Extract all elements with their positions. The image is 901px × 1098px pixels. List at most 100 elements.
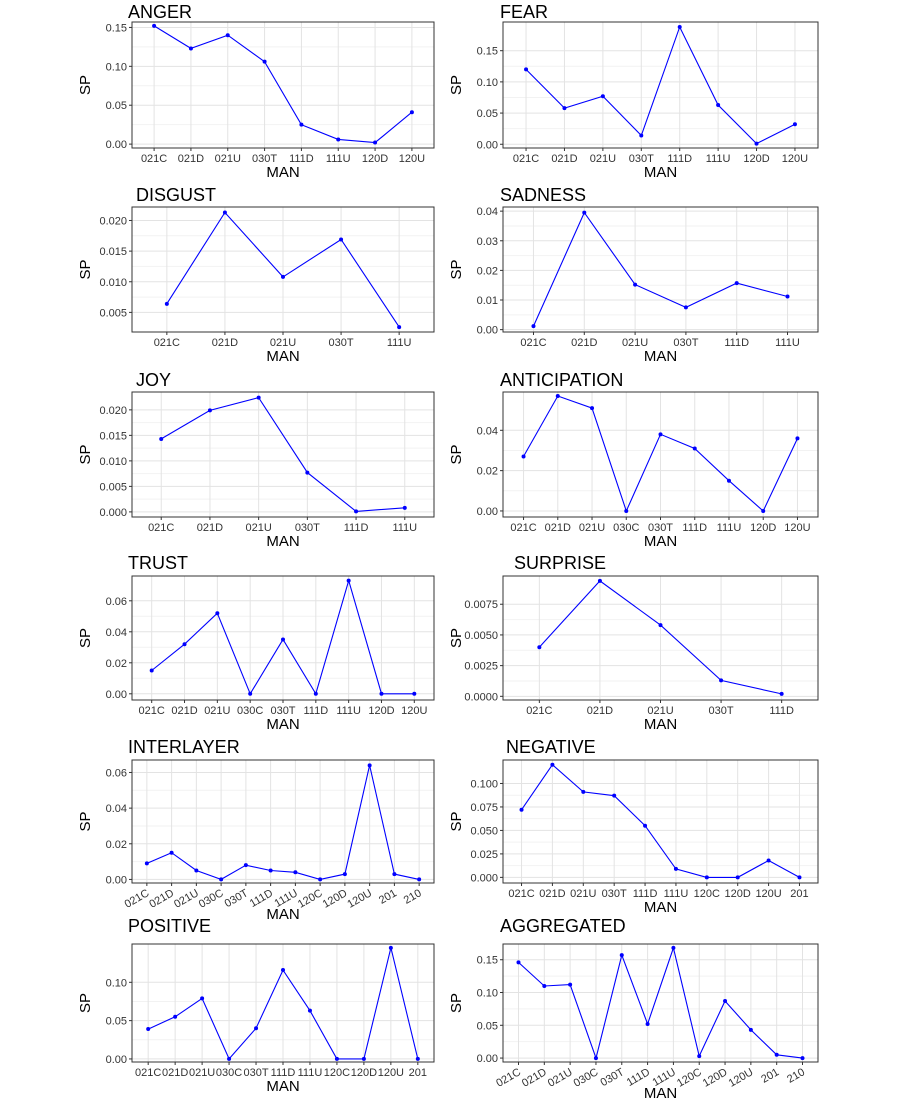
y-tick-label: 0.15 bbox=[477, 46, 498, 58]
plot-background bbox=[503, 22, 818, 148]
y-tick-label: 0.02 bbox=[477, 466, 498, 478]
x-tick-label: 120U bbox=[399, 153, 425, 165]
x-axis-label: MAN bbox=[266, 348, 299, 365]
y-axis-label: SP bbox=[448, 993, 465, 1013]
chart-title: POSITIVE bbox=[128, 916, 211, 936]
y-tick-label: 0.10 bbox=[477, 77, 498, 89]
data-point bbox=[342, 872, 347, 877]
y-tick-label: 0.0050 bbox=[464, 630, 498, 642]
data-point bbox=[417, 877, 422, 882]
data-point bbox=[412, 691, 417, 696]
y-tick-label: 0.025 bbox=[470, 849, 498, 861]
x-tick-label: 030T bbox=[329, 337, 354, 349]
data-point bbox=[524, 67, 529, 72]
y-tick-label: 0.15 bbox=[106, 22, 127, 34]
data-point bbox=[367, 763, 372, 768]
x-tick-label: 120D bbox=[743, 153, 769, 165]
data-point bbox=[339, 237, 344, 242]
data-point bbox=[402, 505, 407, 510]
data-point bbox=[590, 406, 595, 411]
x-tick-label: 021C bbox=[508, 888, 534, 900]
data-point bbox=[392, 872, 397, 877]
x-tick-label: 021C bbox=[494, 1066, 523, 1090]
x-tick-label: 201 bbox=[759, 1066, 781, 1086]
x-tick-label: 120U bbox=[401, 705, 427, 717]
x-tick-label: 111D bbox=[724, 337, 749, 349]
y-tick-label: 0.00 bbox=[106, 1054, 127, 1066]
data-point bbox=[307, 1008, 312, 1013]
data-point bbox=[639, 133, 644, 138]
x-tick-label: 030C bbox=[197, 887, 226, 911]
x-tick-label: 021C bbox=[139, 705, 165, 717]
x-tick-label: 021C bbox=[135, 1067, 161, 1079]
chart-panel-anger: 0.00 0.05 0.10 0.15 021C 021D 021U 030T 111D 111U… bbox=[77, 2, 435, 181]
data-point bbox=[409, 110, 414, 115]
chart-title: ANGER bbox=[128, 2, 192, 22]
y-axis-label: SP bbox=[448, 444, 465, 464]
data-point bbox=[537, 645, 542, 650]
plot-background bbox=[132, 760, 434, 883]
data-point bbox=[624, 508, 629, 513]
x-tick-label: 120C bbox=[296, 887, 325, 911]
data-point bbox=[361, 1056, 366, 1061]
x-axis-label: MAN bbox=[644, 348, 677, 365]
x-axis-label: MAN bbox=[644, 1085, 677, 1098]
x-tick-label: 021D bbox=[520, 1066, 549, 1090]
x-tick-label: 021U bbox=[546, 1066, 575, 1090]
chart-title: JOY bbox=[136, 370, 171, 390]
y-tick-label: 0.02 bbox=[477, 265, 498, 277]
x-tick-label: 021D bbox=[212, 337, 238, 349]
x-tick-label: 111U bbox=[706, 153, 731, 165]
chart-panel-negative: 0.000 0.025 0.050 0.075 0.100 021C 021D 021U 030… bbox=[448, 737, 819, 916]
x-tick-label: 021U bbox=[204, 705, 230, 717]
y-tick-label: 0.06 bbox=[106, 596, 127, 608]
y-tick-label: 0.050 bbox=[470, 825, 498, 837]
x-tick-label: 021D bbox=[197, 522, 223, 534]
data-point bbox=[643, 823, 648, 828]
data-point bbox=[215, 611, 220, 616]
plot-frame bbox=[131, 391, 435, 518]
x-tick-label: 201 bbox=[377, 887, 399, 907]
x-tick-label: 111U bbox=[326, 153, 351, 165]
x-tick-label: 030C bbox=[613, 522, 639, 534]
y-tick-label: 0.02 bbox=[106, 839, 127, 851]
y-tick-label: 0.03 bbox=[477, 236, 498, 248]
chart-title: ANTICIPATION bbox=[500, 370, 623, 390]
y-tick-label: 0.10 bbox=[106, 61, 127, 73]
data-point bbox=[415, 1056, 420, 1061]
series-line bbox=[521, 763, 800, 878]
data-point bbox=[254, 1026, 259, 1031]
x-tick-label: 111U bbox=[775, 337, 800, 349]
data-point bbox=[281, 274, 285, 279]
x-tick-label: 021D bbox=[162, 1067, 188, 1079]
data-point bbox=[792, 122, 797, 127]
x-tick-label: 021U bbox=[590, 153, 616, 165]
x-tick-label: 021D bbox=[178, 153, 204, 165]
y-tick-label: 0.015 bbox=[99, 430, 127, 442]
data-point bbox=[619, 953, 624, 958]
y-tick-label: 0.05 bbox=[106, 1016, 127, 1028]
data-point bbox=[697, 1054, 702, 1059]
y-tick-label: 0.02 bbox=[106, 658, 127, 670]
series-line bbox=[532, 211, 788, 327]
chart-panel-aggregated: 0.000.050.100.15021C021D021U030C030T111D… bbox=[448, 916, 819, 1098]
data-point bbox=[227, 1056, 232, 1061]
data-point bbox=[555, 394, 560, 399]
y-tick-label: 0.0025 bbox=[464, 661, 498, 673]
x-tick-label: 021D bbox=[551, 153, 577, 165]
x-tick-label: 021U bbox=[579, 522, 605, 534]
x-tick-label: 120D bbox=[351, 1067, 377, 1079]
y-tick-label: 0.04 bbox=[106, 803, 127, 815]
data-point bbox=[243, 863, 248, 868]
data-point bbox=[516, 960, 521, 965]
x-axis-label: MAN bbox=[644, 164, 677, 181]
x-axis-label: MAN bbox=[266, 164, 299, 181]
y-tick-label: 0.075 bbox=[470, 802, 498, 814]
data-point bbox=[268, 868, 273, 873]
x-tick-label: 030T bbox=[252, 153, 277, 165]
data-point bbox=[797, 875, 802, 880]
chart-title: TRUST bbox=[128, 553, 188, 573]
data-point bbox=[188, 46, 193, 51]
data-point bbox=[723, 999, 728, 1004]
